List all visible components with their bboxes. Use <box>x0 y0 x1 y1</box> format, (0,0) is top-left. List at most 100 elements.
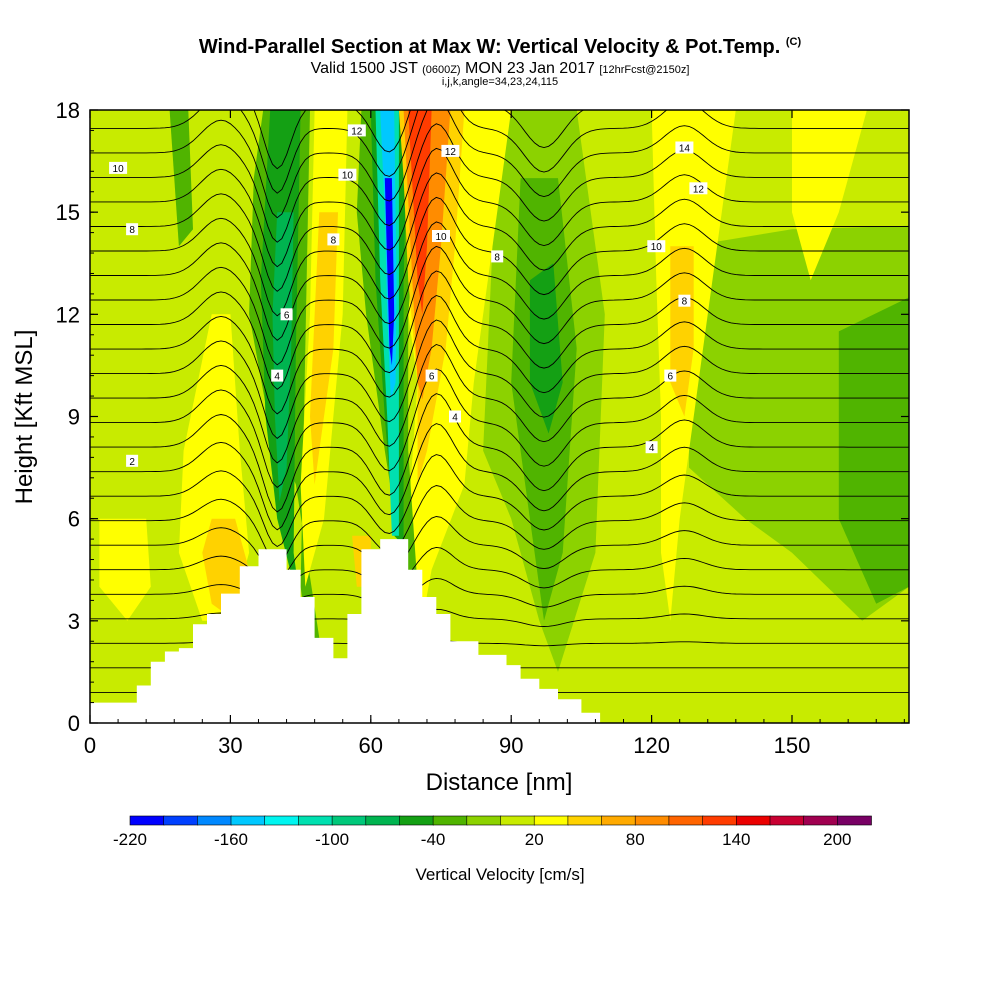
colorbar-swatch <box>836 815 872 826</box>
colorbar-tick-label: 200 <box>823 830 851 849</box>
contour-label: 4 <box>274 372 280 383</box>
colorbar-swatch <box>399 815 435 826</box>
contour-label-bg <box>645 441 658 454</box>
contour-label-bg <box>280 308 293 321</box>
colorbar-swatch <box>230 815 266 826</box>
x-tick-label: 120 <box>633 733 670 758</box>
contour-label-bg <box>126 454 139 467</box>
forecast-tag: [12hrFcst@2150z] <box>599 64 690 76</box>
contour-label-bg <box>432 230 450 242</box>
contour-label: 12 <box>445 147 457 158</box>
theta-isoline <box>90 245 909 366</box>
theta-isoline <box>90 172 909 292</box>
velocity-band <box>408 110 432 315</box>
colorbar: -220 -160 -100 -40 20 80 140 200 <box>113 815 872 849</box>
velocity-band <box>651 110 736 621</box>
contour-label: 10 <box>342 171 354 182</box>
colorbar-swatch <box>601 815 637 826</box>
contour-label-bg <box>327 233 340 246</box>
contour-label: 8 <box>682 297 688 308</box>
x-tick-label: 0 <box>84 733 96 758</box>
colorbar-tick-label: -40 <box>421 830 446 849</box>
x-tick-label: 30 <box>218 733 242 758</box>
contour-label-bg <box>664 369 677 382</box>
contour-label: 12 <box>693 184 705 195</box>
theta-isoline <box>90 319 909 439</box>
colorbar-swatch <box>769 815 805 826</box>
y-tick-label: 12 <box>56 302 80 327</box>
colorbar-swatch <box>668 815 704 826</box>
theta-isoline <box>90 344 909 464</box>
contour-label-bg <box>675 141 694 154</box>
x-tick-label: 150 <box>774 733 811 758</box>
contour-label: 8 <box>494 252 500 263</box>
theta-isoline <box>90 516 909 581</box>
x-tick-label: 90 <box>499 733 523 758</box>
y-tick-label: 18 <box>56 98 80 123</box>
y-tick-label: 9 <box>68 405 80 430</box>
contour-label: 4 <box>649 443 655 454</box>
theta-isoline <box>90 577 909 614</box>
theta-isoline <box>90 393 909 513</box>
axes: 0 30 60 90 120 150 0 3 6 9 12 15 18 <box>56 98 909 758</box>
contour-label-bg <box>678 294 691 307</box>
terrain-fill <box>90 539 601 723</box>
copyright-mark: (C) <box>785 36 802 48</box>
colorbar-swatch <box>567 815 603 826</box>
theta-isoline <box>90 221 909 341</box>
theta-isoline <box>90 295 909 415</box>
colorbar-label: Vertical Velocity [cm/s] <box>415 865 584 884</box>
contour-label: 10 <box>651 242 663 253</box>
colorbar-swatch <box>365 815 401 826</box>
contour-label: 14 <box>679 144 691 155</box>
contour-label-bg <box>347 124 366 137</box>
colorbar-tick-label: -160 <box>214 830 248 849</box>
theta-contours <box>90 110 909 693</box>
contour-label: 6 <box>668 372 674 383</box>
y-axis-label: Height [Kft MSL] <box>11 330 38 505</box>
colorbar-swatch <box>500 815 536 826</box>
y-tick-label: 3 <box>68 609 80 634</box>
contour-label-bg <box>441 144 460 157</box>
colorbar-swatch <box>634 815 670 826</box>
contour-label: 8 <box>129 225 135 236</box>
contour-label-bg <box>109 161 128 174</box>
colorbar-tick-label: 80 <box>626 830 645 849</box>
colorbar-swatch <box>432 815 468 826</box>
colorbar-tick-label: 140 <box>722 830 750 849</box>
contour-label-bg <box>425 369 438 382</box>
colorbar-tick-label: 20 <box>525 830 544 849</box>
colorbar-swatch <box>264 815 300 826</box>
colorbar-swatch <box>466 815 502 826</box>
velocity-band <box>272 212 294 502</box>
colorbar-tick-label: -100 <box>315 830 349 849</box>
theta-isoline <box>90 110 909 194</box>
contour-label-bg <box>449 410 461 423</box>
colorbar-swatch <box>298 815 333 826</box>
contour-label: 2 <box>129 457 135 468</box>
colorbar-swatch <box>702 815 738 826</box>
theta-isoline <box>90 147 909 268</box>
theta-isoline <box>90 123 909 243</box>
theta-isoline <box>90 270 909 390</box>
contour-label-bg <box>647 240 666 253</box>
velocity-band <box>169 110 193 247</box>
x-axis-label: Distance [nm] <box>426 769 573 796</box>
contour-label-bg <box>126 223 139 236</box>
colorbar-swatch <box>803 815 839 826</box>
y-tick-label: 6 <box>68 507 80 532</box>
theta-isoline <box>90 546 909 598</box>
theta-isoline <box>90 368 909 488</box>
colorbar-swatch <box>331 815 367 826</box>
contour-label-bg <box>271 369 284 382</box>
contour-label-bg <box>689 182 708 195</box>
contour-label: 4 <box>452 413 458 424</box>
chart-title: Wind-Parallel Section at Max W: Vertical… <box>198 36 802 58</box>
theta-isoline <box>90 485 909 564</box>
contour-label-bg <box>338 168 357 181</box>
terrain <box>90 539 601 723</box>
contour-label: 12 <box>351 126 363 137</box>
velocity-band <box>310 212 338 485</box>
theta-isoline <box>90 110 909 219</box>
